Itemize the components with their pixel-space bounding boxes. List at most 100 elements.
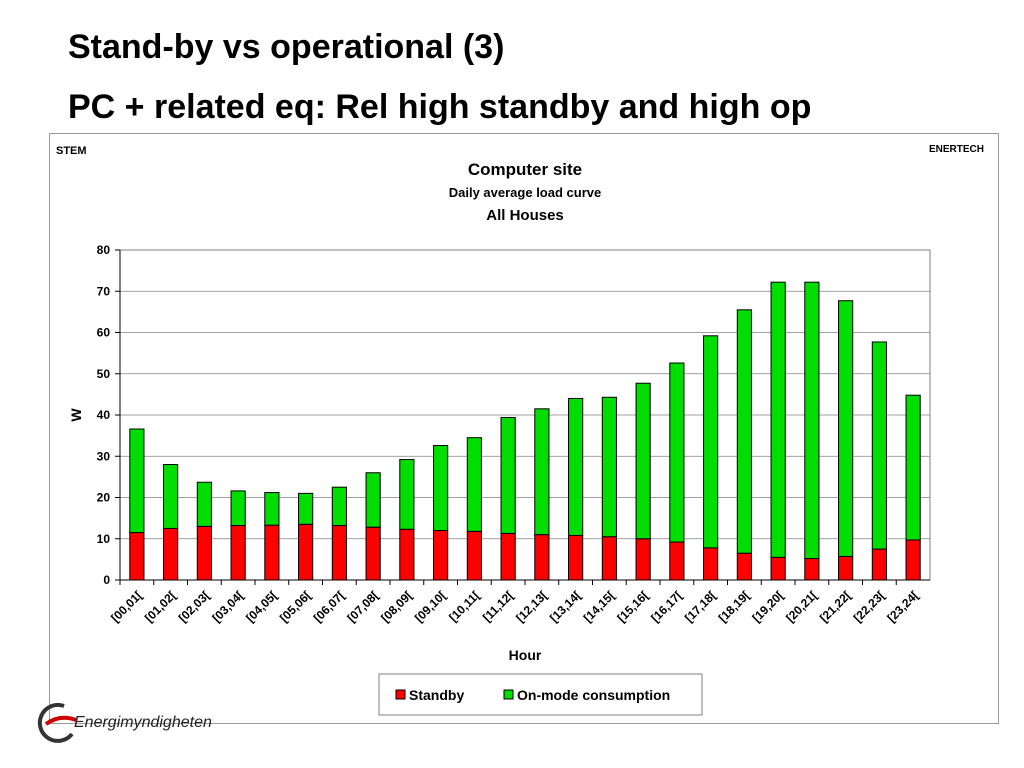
bar-on-mode bbox=[196, 481, 212, 527]
x-tick-label: [19,20[ bbox=[749, 588, 786, 625]
bar-on-mode bbox=[466, 437, 482, 532]
x-tick-label: [00,01[ bbox=[108, 588, 145, 625]
energimyndigheten-logo: Energimyndigheten bbox=[34, 698, 234, 746]
x-tick-label: [16,17[ bbox=[648, 588, 685, 625]
stacked-bar-chart: STEM ENERTECH Computer site Daily average l… bbox=[56, 144, 984, 716]
y-tick-label: 20 bbox=[97, 491, 111, 505]
bar-standby bbox=[298, 523, 314, 581]
bar-standby bbox=[264, 524, 280, 581]
bar-on-mode bbox=[770, 281, 786, 558]
x-axis-label: Hour bbox=[509, 647, 542, 663]
x-tick-label: [05,06[ bbox=[277, 588, 314, 625]
bar-standby bbox=[365, 526, 381, 581]
bar-on-mode bbox=[669, 362, 685, 543]
chart-title: Computer site bbox=[468, 160, 582, 179]
bar-standby bbox=[568, 534, 584, 581]
bar-standby bbox=[838, 555, 854, 581]
x-tick-label: [17,18[ bbox=[682, 588, 719, 625]
x-tick-label: [18,19[ bbox=[716, 588, 753, 625]
x-tick-label: [20,21[ bbox=[783, 588, 820, 625]
bar-on-mode bbox=[534, 408, 550, 536]
bar-standby bbox=[669, 541, 685, 581]
bar-standby bbox=[871, 548, 887, 581]
bar-on-mode bbox=[399, 459, 415, 530]
x-tick-label: [04,05[ bbox=[243, 588, 280, 625]
logo-icon bbox=[37, 702, 77, 743]
x-tick-label: [21,22[ bbox=[817, 588, 854, 625]
x-tick-label: [15,16[ bbox=[614, 588, 651, 625]
y-tick-label: 70 bbox=[97, 284, 111, 298]
bar-standby bbox=[466, 530, 482, 581]
x-tick-label: [14,15[ bbox=[581, 588, 618, 625]
bar-on-mode bbox=[871, 341, 887, 550]
bar-on-mode bbox=[635, 382, 651, 540]
bar-standby bbox=[163, 527, 179, 581]
bar-standby bbox=[601, 536, 617, 581]
bar-standby bbox=[399, 528, 415, 581]
chart-subtitle: Daily average load curve bbox=[449, 185, 601, 200]
bar-on-mode bbox=[365, 472, 381, 528]
x-tick-label: [03,04[ bbox=[209, 588, 246, 625]
legend-label-standby: Standby bbox=[409, 687, 464, 703]
y-tick-label: 10 bbox=[97, 532, 111, 546]
bar-standby bbox=[230, 525, 246, 581]
logo-text: Energimyndigheten bbox=[74, 714, 212, 731]
y-tick-label: 30 bbox=[97, 449, 111, 463]
bar-on-mode bbox=[163, 464, 179, 529]
y-axis-label: W bbox=[68, 408, 84, 422]
slide-title: Stand-by vs operational (3) bbox=[68, 28, 505, 66]
bar-standby bbox=[534, 534, 550, 581]
bar-on-mode bbox=[703, 335, 719, 549]
bar-standby bbox=[129, 532, 145, 581]
y-tick-label: 80 bbox=[97, 243, 111, 257]
y-tick-label: 0 bbox=[103, 573, 110, 587]
corner-label-right: ENERTECH bbox=[929, 144, 984, 155]
bar-standby bbox=[196, 525, 212, 581]
x-tick-label: [12,13[ bbox=[513, 588, 550, 625]
bar-standby bbox=[804, 558, 820, 581]
legend-box bbox=[378, 673, 703, 716]
slide-subtitle: PC + related eq: Rel high standby and hi… bbox=[68, 88, 812, 126]
x-tick-label: [06,07[ bbox=[311, 588, 348, 625]
bar-on-mode bbox=[905, 394, 921, 541]
bar-standby bbox=[703, 547, 719, 581]
bar-on-mode bbox=[230, 490, 246, 527]
bar-on-mode bbox=[298, 492, 314, 525]
y-tick-label: 40 bbox=[97, 408, 111, 422]
bar-standby bbox=[500, 532, 516, 581]
bar-on-mode bbox=[264, 492, 280, 526]
x-tick-label: [02,03[ bbox=[176, 588, 213, 625]
bar-on-mode bbox=[838, 300, 854, 557]
x-tick-label: [23,24[ bbox=[884, 588, 921, 625]
bar-standby bbox=[433, 530, 449, 581]
bar-standby bbox=[736, 552, 752, 581]
x-tick-label: [13,14[ bbox=[547, 588, 584, 625]
bar-standby bbox=[331, 525, 347, 581]
bar-on-mode bbox=[736, 309, 752, 554]
legend-swatch-on-mode bbox=[503, 689, 514, 700]
x-tick-label: [08,09[ bbox=[378, 588, 415, 625]
bar-on-mode bbox=[433, 445, 449, 531]
bar-on-mode bbox=[601, 396, 617, 538]
bar-on-mode bbox=[500, 416, 516, 534]
corner-label-left: STEM bbox=[56, 145, 87, 157]
legend-label-on-mode: On-mode consumption bbox=[517, 687, 670, 703]
bar-on-mode bbox=[331, 486, 347, 527]
y-tick-label: 60 bbox=[97, 326, 111, 340]
x-tick-label: [07,08[ bbox=[344, 588, 381, 625]
legend-swatch-standby bbox=[395, 689, 406, 700]
x-tick-label: [10,11[ bbox=[446, 588, 482, 624]
x-tick-label: [01,02[ bbox=[142, 588, 179, 625]
x-tick-label: [11,12[ bbox=[480, 588, 516, 624]
chart-frame: STEM ENERTECH Computer site Daily average l… bbox=[49, 133, 999, 724]
chart-subtitle2: All Houses bbox=[486, 207, 564, 224]
x-tick-label: [22,23[ bbox=[851, 588, 888, 625]
bar-standby bbox=[635, 538, 651, 581]
x-tick-label: [09,10[ bbox=[412, 588, 449, 625]
bar-standby bbox=[905, 539, 921, 581]
bar-on-mode bbox=[129, 428, 145, 534]
y-tick-label: 50 bbox=[97, 367, 111, 381]
bar-on-mode bbox=[568, 398, 584, 536]
bar-on-mode bbox=[804, 281, 820, 560]
bar-standby bbox=[770, 556, 786, 581]
